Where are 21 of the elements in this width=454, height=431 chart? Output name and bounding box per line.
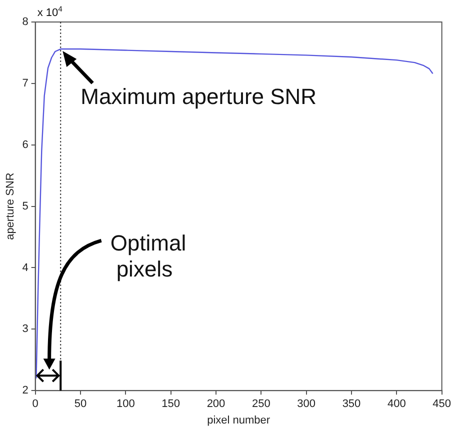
x-axis-title: pixel number [207,414,270,426]
y-axis-title: aperture SNR [4,172,17,240]
x-tick-label: 150 [162,398,180,410]
x-tick-label: 100 [116,398,135,410]
x-tick-label: 50 [74,398,87,410]
y-tick-label: 8 [22,16,28,28]
y-tick-label: 7 [22,77,28,90]
x-tick-label: 300 [297,398,316,410]
x-tick-label: 200 [206,398,226,410]
x-tick-label: 350 [342,398,361,410]
y-tick-label: 4 [22,262,28,274]
x-tick-label: 250 [252,398,270,410]
annotation: Optimal pixels [110,230,186,282]
x-tick-label: 450 [432,398,452,410]
y-tick-label: 3 [22,323,28,336]
y-tick-label: 6 [22,138,28,151]
x-tick-label: 0 [32,398,38,410]
y-tick-label: 5 [22,200,28,212]
x-tick-label: 400 [387,398,406,410]
y-tick-label: 2 [22,384,28,397]
annotation: Maximum aperture SNR [80,84,317,110]
